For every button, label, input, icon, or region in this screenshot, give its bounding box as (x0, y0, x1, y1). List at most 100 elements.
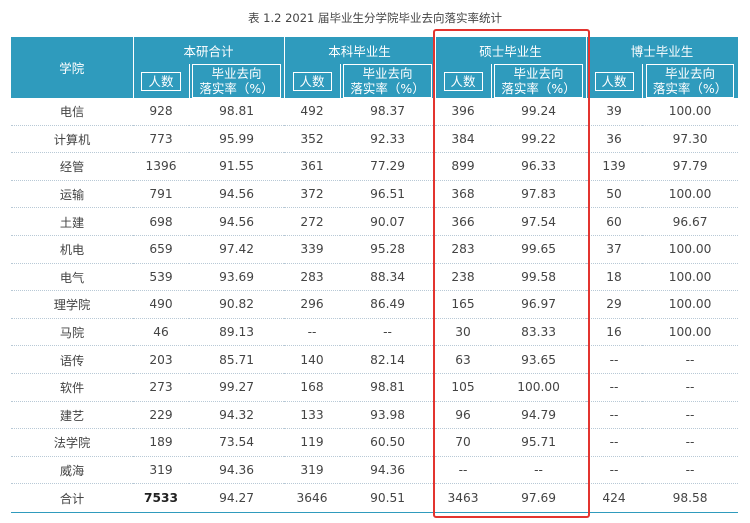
count-cell: 424 (586, 483, 643, 514)
rate-cell: -- (642, 428, 739, 457)
count-cell: 1396 (133, 152, 189, 181)
rate-cell: 100.00 (642, 235, 739, 264)
college-cell: 威海 (11, 456, 133, 485)
college-cell: 建艺 (11, 401, 133, 430)
count-cell: 29 (586, 290, 643, 319)
count-cell: 283 (284, 263, 341, 292)
table-row: 计算机 773 95.99 352 92.33 384 99.22 36 97.30 (11, 125, 739, 154)
count-cell: 273 (133, 373, 189, 402)
rate-cell: 94.79 (491, 401, 587, 430)
rate-cell: 98.37 (340, 98, 436, 126)
count-cell: 203 (133, 345, 189, 374)
count-cell: 133 (284, 401, 341, 430)
count-cell: 168 (284, 373, 341, 402)
rate-cell: -- (642, 345, 739, 374)
table-row: 语传 203 85.71 140 82.14 63 93.65 -- -- (11, 345, 739, 374)
count-cell: 63 (435, 345, 492, 374)
count-cell: 773 (133, 125, 189, 154)
rate-cell: 88.34 (340, 263, 436, 292)
subheader-count-label: 人数 (141, 71, 181, 91)
rate-cell: 94.27 (189, 483, 285, 514)
rate-cell: 97.83 (491, 180, 587, 209)
rate-cell: 97.54 (491, 207, 587, 236)
rate-cell: 60.50 (340, 428, 436, 457)
rate-cell: 100.00 (642, 180, 739, 209)
count-cell: 46 (133, 318, 189, 347)
subheader-rate: 毕业去向 落实率（%） (340, 64, 436, 98)
rate-cell: 97.30 (642, 125, 739, 154)
subheader-count-label: 人数 (292, 71, 332, 91)
subheader-rate: 毕业去向 落实率（%） (189, 64, 285, 98)
subheader-count: 人数 (284, 64, 341, 98)
subheader-count: 人数 (435, 64, 492, 98)
count-cell: -- (586, 401, 643, 430)
college-cell: 计算机 (11, 125, 133, 154)
subheader-rate-line2: 落实率（%） (350, 81, 425, 96)
rate-cell: 85.71 (189, 345, 285, 374)
rate-cell: 86.49 (340, 290, 436, 319)
table-row: 威海 319 94.36 319 94.36 -- -- -- -- (11, 456, 739, 485)
college-cell: 合计 (11, 483, 133, 514)
college-cell: 软件 (11, 373, 133, 402)
count-cell: 37 (586, 235, 643, 264)
count-cell: 7533 (133, 483, 189, 514)
college-cell: 土建 (11, 207, 133, 236)
rate-cell: 89.13 (189, 318, 285, 347)
college-cell: 马院 (11, 318, 133, 347)
group-header-total: 本研合计 (133, 37, 285, 64)
subheader-count-label: 人数 (594, 71, 634, 91)
subheader-rate-line2: 落实率（%） (501, 81, 576, 96)
college-cell: 电气 (11, 263, 133, 292)
table-row: 建艺 229 94.32 133 93.98 96 94.79 -- -- (11, 401, 739, 430)
table-row: 经管 1396 91.55 361 77.29 899 96.33 139 97.79 (11, 152, 739, 181)
count-cell: 659 (133, 235, 189, 264)
count-cell: 366 (435, 207, 492, 236)
count-cell: -- (435, 456, 492, 485)
table-row: 理学院 490 90.82 296 86.49 165 96.97 29 100.00 (11, 290, 739, 319)
count-cell: 105 (435, 373, 492, 402)
count-cell: 272 (284, 207, 341, 236)
subheader-rate: 毕业去向 落实率（%） (491, 64, 587, 98)
table-row: 电气 539 93.69 283 88.34 238 99.58 18 100.00 (11, 263, 739, 292)
rate-cell: 94.56 (189, 180, 285, 209)
rate-cell: 95.71 (491, 428, 587, 457)
rate-cell: 97.79 (642, 152, 739, 181)
count-cell: 539 (133, 263, 189, 292)
rate-cell: 97.42 (189, 235, 285, 264)
count-cell: 319 (284, 456, 341, 485)
rate-cell: 100.00 (491, 373, 587, 402)
college-cell: 经管 (11, 152, 133, 181)
count-cell: -- (586, 428, 643, 457)
rate-cell: -- (340, 318, 436, 347)
count-cell: 490 (133, 290, 189, 319)
rate-cell: 96.51 (340, 180, 436, 209)
rate-cell: 99.58 (491, 263, 587, 292)
count-cell: 384 (435, 125, 492, 154)
rate-cell: 100.00 (642, 263, 739, 292)
count-cell: 119 (284, 428, 341, 457)
count-cell: 928 (133, 98, 189, 126)
rate-cell: 82.14 (340, 345, 436, 374)
subheader-rate-line2: 落实率（%） (199, 81, 274, 96)
subheader-rate-line1: 毕业去向 (665, 66, 716, 81)
rate-cell: 77.29 (340, 152, 436, 181)
rate-cell: 90.07 (340, 207, 436, 236)
rate-cell: 98.81 (340, 373, 436, 402)
rate-cell: 91.55 (189, 152, 285, 181)
rate-cell: 95.28 (340, 235, 436, 264)
count-cell: 361 (284, 152, 341, 181)
count-cell: 3463 (435, 483, 492, 514)
rate-cell: 96.67 (642, 207, 739, 236)
rate-cell: -- (642, 401, 739, 430)
table-row: 土建 698 94.56 272 90.07 366 97.54 60 96.67 (11, 207, 739, 236)
count-cell: 3646 (284, 483, 341, 514)
count-cell: 372 (284, 180, 341, 209)
table-caption: 表 1.2 2021 届毕业生分学院毕业去向落实率统计 (247, 11, 503, 25)
rate-cell: 73.54 (189, 428, 285, 457)
rate-cell: 98.81 (189, 98, 285, 126)
rate-cell: 96.97 (491, 290, 587, 319)
subheader-rate-line1: 毕业去向 (211, 66, 262, 81)
rate-cell: 100.00 (642, 98, 739, 126)
rate-cell: 98.58 (642, 483, 739, 514)
rate-cell: -- (491, 456, 587, 485)
